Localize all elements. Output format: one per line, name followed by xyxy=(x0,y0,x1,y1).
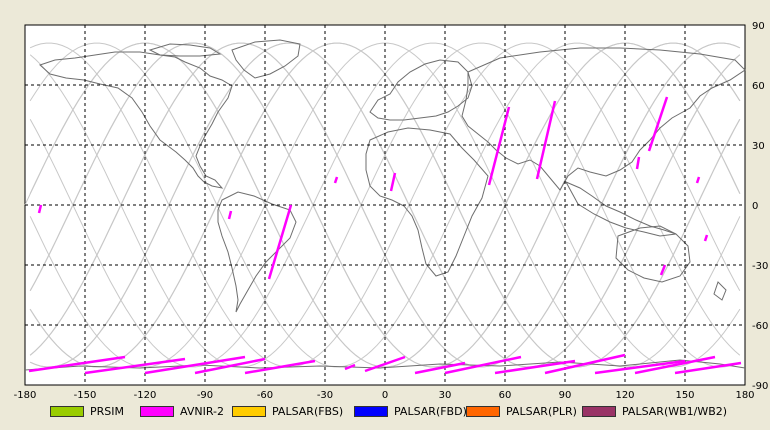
avnir2-track-segment xyxy=(84,357,186,375)
north-america-coast xyxy=(39,51,233,189)
longitude-tick-label: -120 xyxy=(134,390,157,401)
longitude-tick-label: 0 xyxy=(382,390,388,401)
latitude-tick-label: 90 xyxy=(752,21,765,32)
latitude-tick-label: -30 xyxy=(752,261,768,272)
avnir2-track-segment xyxy=(227,210,233,220)
avnir2-track-segment xyxy=(37,204,43,214)
europe-coast xyxy=(369,59,473,121)
longitude-tick-label: -30 xyxy=(317,390,333,401)
avnir2-track-segment xyxy=(444,355,522,375)
legend-item-prsim: PRSIM xyxy=(50,404,124,418)
avnir2-track-segment xyxy=(414,361,466,375)
longitude-tick-label: -90 xyxy=(197,390,213,401)
avnir2-track-segment xyxy=(635,156,641,170)
legend-label: PALSAR(PLR) xyxy=(506,404,577,418)
longitude-tick-label: 60 xyxy=(499,390,512,401)
graticule xyxy=(25,25,745,385)
latitude-tick-label: -90 xyxy=(752,381,768,392)
orbit-track xyxy=(29,42,741,368)
avnir2-track-segment xyxy=(333,176,339,184)
avnir2-track-segment xyxy=(28,355,126,373)
antarctica-coast xyxy=(24,359,746,371)
orbit-track xyxy=(29,42,741,368)
asia-coast xyxy=(461,47,746,191)
latitude-tick-label: -60 xyxy=(752,321,768,332)
legend-item-palsar-fbs: PALSAR(FBS) xyxy=(232,404,343,418)
legend-label: PALSAR(WB1/WB2) xyxy=(622,404,728,418)
longitude-tick-label: -60 xyxy=(257,390,273,401)
legend-item-avnir2: AVNIR-2 xyxy=(140,404,224,418)
avnir2-track-segment xyxy=(389,172,397,192)
legend-swatch xyxy=(50,405,84,417)
indonesia-coast xyxy=(564,180,677,237)
legend-swatch xyxy=(232,405,266,417)
new-zealand-coast xyxy=(713,281,727,301)
legend-label: AVNIR-2 xyxy=(180,404,224,418)
legend-swatch xyxy=(466,405,500,417)
orbit-track xyxy=(29,42,741,368)
legend-swatch xyxy=(140,405,174,417)
legend-item-palsar-fbd: PALSAR(FBD) xyxy=(354,404,467,418)
south-america-coast xyxy=(217,191,297,313)
avnir2-track-segment xyxy=(494,359,576,375)
longitude-tick-label: 150 xyxy=(675,390,694,401)
longitude-tick-label: 120 xyxy=(615,390,634,401)
longitude-tick-label: 90 xyxy=(559,390,572,401)
avnir2-track-segment xyxy=(659,264,667,276)
avnir2-track-segment xyxy=(695,176,701,184)
legend-swatch xyxy=(582,405,616,417)
latitude-tick-label: 0 xyxy=(752,201,758,212)
longitude-tick-label: -150 xyxy=(74,390,97,401)
avnir2-track-segment xyxy=(487,106,511,186)
avnir2-track-segment xyxy=(535,100,557,180)
latitude-tick-label: 30 xyxy=(752,141,765,152)
avnir2-track-segment xyxy=(544,353,626,375)
africa-coast xyxy=(365,127,489,277)
avnir2-track-segment xyxy=(244,359,316,375)
avnir2-track-segment xyxy=(267,204,293,280)
arctic-islands-coast xyxy=(148,43,222,57)
avnir2-track-segment xyxy=(364,355,406,373)
legend-label: PRSIM xyxy=(90,404,124,418)
avnir2-track-segment xyxy=(194,357,266,375)
avnir2-track-segment xyxy=(674,361,742,375)
legend: PRSIM AVNIR-2 PALSAR(FBS) PALSAR(FBD) PA… xyxy=(0,400,770,422)
avnir2-tracks xyxy=(28,96,742,375)
avnir2-track-segment xyxy=(634,355,716,375)
legend-label: PALSAR(FBS) xyxy=(272,404,344,418)
avnir2-track-segment xyxy=(594,359,686,375)
longitude-tick-label: 180 xyxy=(735,390,754,401)
legend-item-palsar-plr: PALSAR(PLR) xyxy=(466,404,577,418)
avnir2-track-segment xyxy=(647,96,669,152)
longitude-tick-label: 30 xyxy=(439,390,452,401)
coastlines xyxy=(24,39,746,371)
australia-coast xyxy=(615,225,691,283)
avnir2-track-segment xyxy=(703,234,709,242)
axis-labels: -180 -150 -120 -90 -60 -30 0 30 60 90 120 150 180 90 6… xyxy=(14,21,769,401)
legend-swatch xyxy=(354,405,388,417)
longitude-tick-label: -180 xyxy=(14,390,37,401)
legend-item-palsar-wb: PALSAR(WB1/WB2) xyxy=(582,404,727,418)
legend-label: PALSAR(FBD) xyxy=(394,404,467,418)
latitude-tick-label: 60 xyxy=(752,81,765,92)
avnir2-track-segment xyxy=(344,363,356,371)
greenland-coast xyxy=(231,39,301,79)
avnir2-track-segment xyxy=(144,355,246,375)
